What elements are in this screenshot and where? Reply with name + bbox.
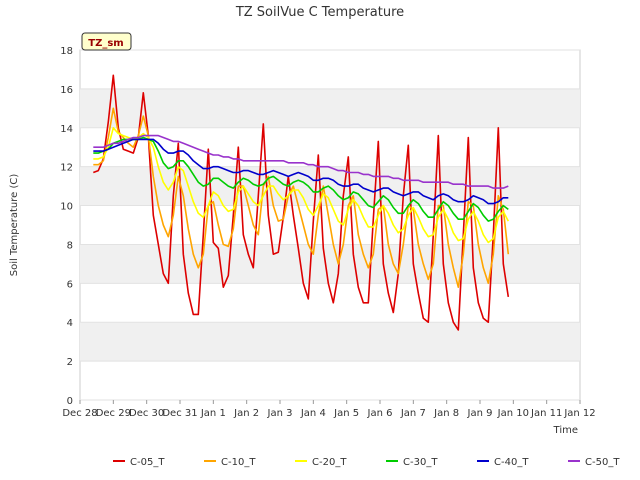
x-axis-title: Time [553, 425, 578, 436]
series-line-c-20-t [93, 127, 510, 244]
grid-band [80, 322, 580, 362]
station-badge: TZ_sm [81, 32, 132, 51]
x-tick-label: Jan 3 [267, 408, 293, 419]
series-line-c-10-t [93, 107, 510, 289]
legend-label: C-10_T [221, 457, 256, 468]
y-tick-label: 14 [60, 124, 73, 135]
x-tick-label: Dec 29 [96, 408, 131, 419]
series-line-c-30-t [93, 136, 509, 222]
x-tick-label: Jan 2 [233, 408, 259, 419]
x-tick-label: Jan 6 [367, 408, 393, 419]
y-tick-label: 12 [60, 163, 73, 174]
y-axis-title: Soil Temperature (C) [9, 174, 20, 277]
x-tick-label: Dec 30 [129, 408, 164, 419]
y-tick-label: 6 [67, 279, 73, 290]
legend-label: C-50_T [585, 457, 620, 468]
x-tick-label: Jan 8 [433, 408, 459, 419]
y-axis-ticks: 0 2 4 6 8 10 12 14 16 18 [60, 46, 73, 407]
y-tick-label: 18 [60, 46, 73, 57]
x-tick-label: Jan 5 [333, 408, 359, 419]
chart-title: TZ SoilVue C Temperature [235, 5, 404, 20]
legend-label: C-30_T [403, 457, 438, 468]
x-tick-label: Dec 28 [62, 408, 97, 419]
y-tick-label: 2 [67, 357, 73, 368]
legend-label: C-05_T [130, 457, 165, 468]
x-tick-label: Jan 1 [200, 408, 226, 419]
series-line-c-50-t [93, 134, 509, 189]
legend-label: C-40_T [494, 457, 529, 468]
x-tick-label: Jan 11 [530, 408, 562, 419]
y-tick-label: 8 [67, 240, 73, 251]
y-tick-label: 10 [60, 202, 73, 213]
x-tick-label: Jan 9 [467, 408, 493, 419]
series-line-c-05-t [93, 74, 510, 331]
x-tick-label: Jan 7 [400, 408, 426, 419]
x-tick-label: Jan 12 [563, 408, 595, 419]
y-tick-label: 4 [67, 318, 73, 329]
x-tick-label: Jan 4 [300, 408, 326, 419]
station-badge-box [81, 32, 132, 51]
y-tick-label: 0 [67, 396, 73, 407]
legend: C-05_T C-10_T C-20_T C-30_T C-40_T C-50_T [113, 457, 620, 468]
x-tick-label: Dec 31 [162, 408, 197, 419]
legend-label: C-20_T [312, 457, 347, 468]
series-lines [93, 74, 510, 331]
grid-band [80, 244, 580, 284]
grid-band [80, 88, 580, 128]
y-tick-label: 16 [60, 85, 73, 96]
station-badge-label: TZ_sm [88, 38, 123, 49]
x-tick-label: Jan 10 [497, 408, 529, 419]
series-line-c-40-t [93, 138, 509, 205]
